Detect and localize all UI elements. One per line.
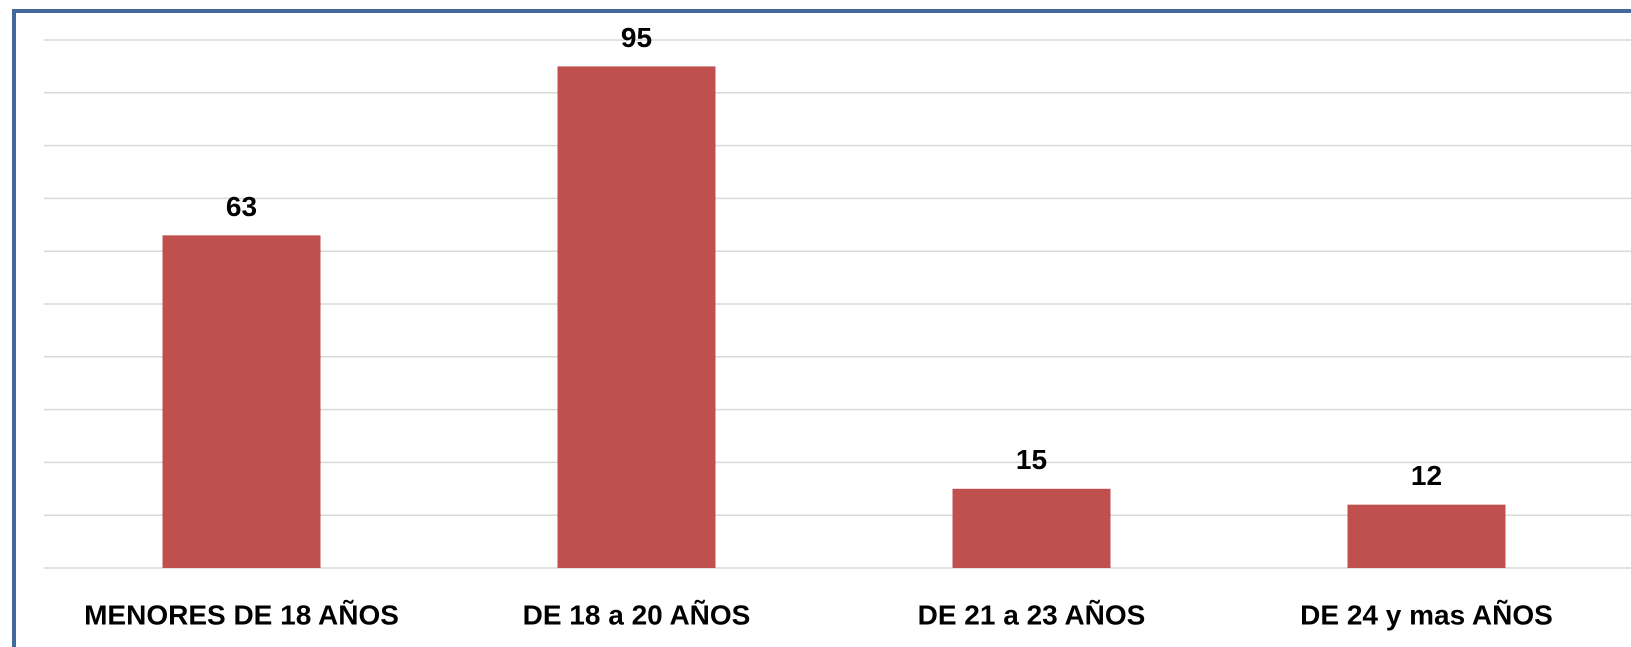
x-tick-label: DE 21 a 23 AÑOS <box>918 599 1146 630</box>
bar <box>162 235 321 569</box>
data-label: 15 <box>1016 444 1047 475</box>
x-tick-label: DE 24 y mas AÑOS <box>1300 599 1553 630</box>
data-label: 63 <box>226 191 257 222</box>
bar <box>557 66 716 569</box>
bar <box>1347 504 1506 568</box>
chart-frame <box>12 9 1631 647</box>
data-label: 95 <box>621 22 652 53</box>
x-tick-label: DE 18 a 20 AÑOS <box>523 599 751 630</box>
data-label: 12 <box>1411 460 1442 491</box>
x-tick-label: MENORES DE 18 AÑOS <box>84 599 399 630</box>
bar <box>952 488 1111 568</box>
